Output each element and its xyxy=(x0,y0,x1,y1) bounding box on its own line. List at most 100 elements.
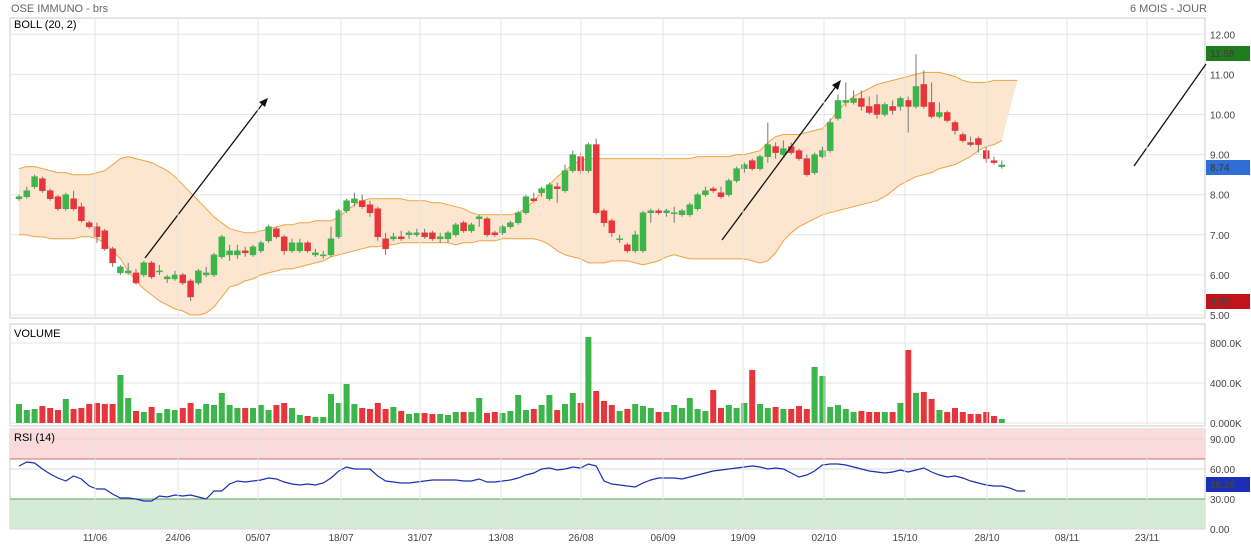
volume-bar xyxy=(655,412,662,423)
volume-bar xyxy=(905,350,912,423)
candle xyxy=(491,230,499,237)
volume-bar xyxy=(507,411,514,423)
candle xyxy=(725,178,733,197)
period-label: 6 MOIS - JOUR xyxy=(1129,3,1207,15)
price-tick-label: 7.00 xyxy=(1210,231,1230,242)
last-price-text: 8.74 xyxy=(1210,163,1230,174)
volume-bar xyxy=(328,394,334,423)
candle xyxy=(296,238,304,253)
volume-bars xyxy=(16,337,1005,423)
volume-bar xyxy=(803,409,810,423)
candle xyxy=(343,198,350,213)
volume-bar xyxy=(343,384,350,423)
candle xyxy=(46,188,54,201)
volume-bar xyxy=(772,407,779,423)
volume-bar xyxy=(335,403,342,423)
volume-bar xyxy=(203,404,210,423)
rsi-gridlines xyxy=(10,438,1205,530)
candle xyxy=(257,240,265,253)
volume-bar xyxy=(835,405,841,423)
volume-bar xyxy=(421,413,428,423)
candle xyxy=(889,100,896,115)
volume-tick-label: 0.000K xyxy=(1210,419,1242,430)
candle xyxy=(483,216,491,237)
candle xyxy=(741,162,748,173)
volume-bar xyxy=(998,419,1005,423)
volume-bar xyxy=(647,408,654,423)
volume-axis: 0.000K 400.0K 800.0K xyxy=(1210,339,1242,430)
trend-arrows xyxy=(144,63,1207,259)
volume-bar xyxy=(920,392,927,423)
volume-bar xyxy=(928,399,935,423)
candle xyxy=(335,208,343,239)
candle xyxy=(639,210,647,253)
volume-bar xyxy=(351,404,358,423)
volume-bar xyxy=(179,408,186,423)
volume-bar xyxy=(156,413,163,423)
candle xyxy=(912,54,920,109)
price-tick-label: 11.00 xyxy=(1210,70,1235,81)
volume-bar xyxy=(257,405,264,423)
candle xyxy=(553,182,561,203)
candle xyxy=(117,264,124,275)
candle xyxy=(452,222,460,237)
last-price-tag: 8.74 xyxy=(1206,160,1250,175)
volume-bar xyxy=(569,393,576,423)
date-tick-label: 19/09 xyxy=(730,533,755,544)
volume-bar xyxy=(686,398,693,423)
candle xyxy=(842,82,850,107)
date-tick-label: 05/07 xyxy=(245,533,270,544)
price-panel: BOLL (20, 2) 5.00 6.00 7.00 8.00 9.00 10.00 11… xyxy=(9,17,1250,322)
candle xyxy=(803,154,811,177)
volume-bar xyxy=(749,370,756,423)
volume-bar xyxy=(710,390,717,423)
candle xyxy=(475,214,483,227)
candle xyxy=(694,192,701,211)
volume-bar xyxy=(359,408,366,423)
candle xyxy=(234,244,241,259)
volume-bar xyxy=(164,409,171,423)
volume-bar xyxy=(983,412,990,423)
volume-bar xyxy=(406,414,412,423)
candle xyxy=(678,208,686,217)
max-price-tag: 11.58 xyxy=(1206,46,1250,61)
candle xyxy=(101,228,109,251)
candle xyxy=(975,136,982,153)
volume-bar xyxy=(23,410,30,423)
volume-bar xyxy=(562,404,568,423)
candle xyxy=(366,200,374,217)
max-price-text: 11.58 xyxy=(1210,49,1235,60)
candle xyxy=(881,102,889,117)
volume-bar xyxy=(476,398,483,423)
date-tick-label: 13/08 xyxy=(488,533,513,544)
volume-bar xyxy=(55,410,61,423)
date-tick-label: 23/11 xyxy=(1135,533,1160,544)
candle xyxy=(109,246,116,267)
volume-bar xyxy=(694,409,701,423)
candle xyxy=(990,156,998,165)
volume-bar xyxy=(265,410,272,423)
volume-bar xyxy=(866,412,873,423)
candle xyxy=(85,220,93,229)
volume-bar xyxy=(593,391,600,423)
volume-bar xyxy=(718,408,724,423)
candle xyxy=(397,230,405,241)
candle xyxy=(187,278,194,301)
volume-bar xyxy=(148,407,155,423)
rsi-tick-label: 60.00 xyxy=(1210,465,1235,476)
date-tick-label: 24/06 xyxy=(165,533,190,544)
candle xyxy=(585,142,592,173)
volume-bar xyxy=(117,375,124,423)
candle xyxy=(39,176,46,193)
candle xyxy=(951,120,959,135)
candle xyxy=(460,220,467,233)
date-tick-label: 15/10 xyxy=(892,533,917,544)
candle xyxy=(647,208,655,223)
candle xyxy=(967,136,974,147)
candle xyxy=(78,202,85,223)
candle xyxy=(709,186,717,193)
candle xyxy=(897,96,904,111)
candle xyxy=(390,232,397,241)
volume-bar xyxy=(523,410,529,423)
volume-tick-label: 800.0K xyxy=(1210,339,1242,350)
